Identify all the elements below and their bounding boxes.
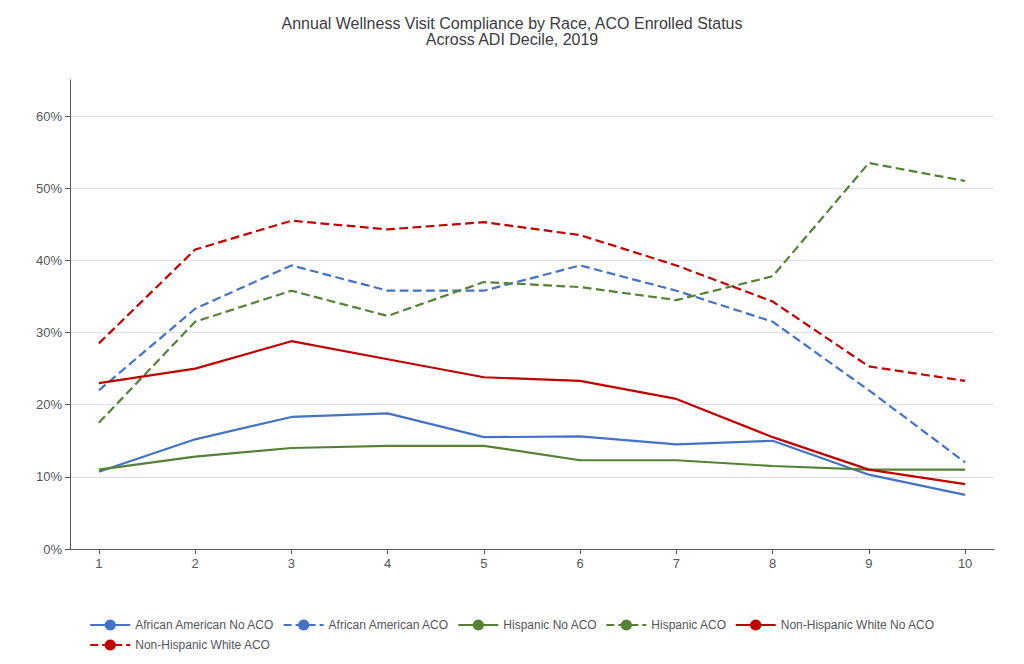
- svg-text:Non-Hispanic White No ACO: Non-Hispanic White No ACO: [781, 618, 934, 632]
- svg-text:4: 4: [384, 556, 391, 571]
- svg-text:10: 10: [958, 556, 972, 571]
- svg-text:0%: 0%: [43, 542, 62, 557]
- svg-text:10%: 10%: [36, 469, 62, 484]
- svg-text:Non-Hispanic White ACO: Non-Hispanic White ACO: [135, 638, 270, 652]
- svg-text:5: 5: [480, 556, 487, 571]
- svg-text:30%: 30%: [36, 325, 62, 340]
- svg-text:1: 1: [95, 556, 102, 571]
- svg-text:50%: 50%: [36, 181, 62, 196]
- svg-text:20%: 20%: [36, 397, 62, 412]
- svg-text:Across ADI Decile, 2019: Across ADI Decile, 2019: [426, 31, 599, 48]
- svg-text:African American No ACO: African American No ACO: [135, 618, 273, 632]
- svg-text:8: 8: [769, 556, 776, 571]
- svg-text:Hispanic ACO: Hispanic ACO: [651, 618, 726, 632]
- svg-text:9: 9: [865, 556, 872, 571]
- svg-text:7: 7: [673, 556, 680, 571]
- svg-text:African American ACO: African American ACO: [329, 618, 448, 632]
- svg-text:3: 3: [288, 556, 295, 571]
- svg-text:40%: 40%: [36, 253, 62, 268]
- svg-text:2: 2: [192, 556, 199, 571]
- svg-text:6: 6: [577, 556, 584, 571]
- svg-text:Hispanic No ACO: Hispanic No ACO: [503, 618, 596, 632]
- svg-text:Annual Wellness Visit Complian: Annual Wellness Visit Compliance by Race…: [282, 15, 743, 32]
- svg-text:60%: 60%: [36, 109, 62, 124]
